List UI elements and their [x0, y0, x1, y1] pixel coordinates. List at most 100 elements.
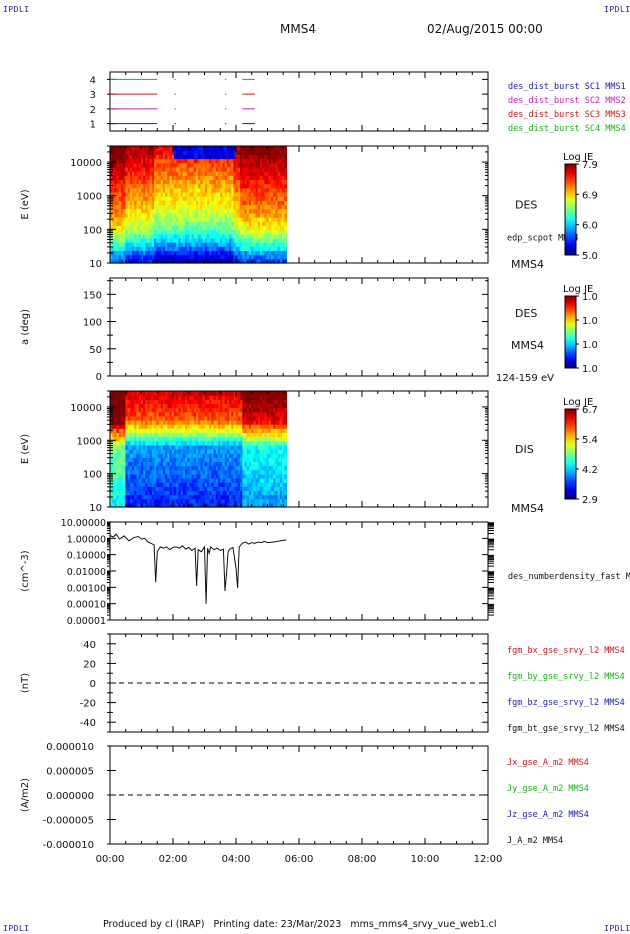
spectrogram-cell [112, 196, 116, 201]
spectrogram-cell [140, 204, 144, 210]
spectrogram-cell [202, 428, 206, 434]
spectrogram-cell [134, 428, 138, 434]
spectrogram-cell [248, 179, 252, 185]
spectrogram-cell [110, 187, 113, 193]
spectrogram-cell [118, 482, 122, 487]
spectrogram-cell [233, 403, 237, 409]
spectrogram-cell [180, 187, 184, 193]
spectrogram-cell [169, 490, 173, 496]
spectrogram-cell [151, 399, 155, 405]
spectrogram-cell [162, 175, 166, 181]
spectrogram-cell [140, 250, 144, 256]
spectrogram-cell [176, 469, 179, 475]
spectrogram-cell [112, 242, 116, 247]
spectrogram-cell [162, 399, 166, 405]
spectrogram-cell [284, 449, 287, 454]
spectrogram-cell [127, 229, 131, 235]
spectrogram-cell [116, 246, 120, 252]
spectrogram-cell [204, 254, 208, 260]
spectrogram-cell [140, 217, 144, 222]
spectrogram-cell [143, 444, 146, 450]
spectrogram-cell [207, 221, 210, 226]
spectrogram-cell [195, 166, 199, 172]
spectrogram-cell [204, 204, 208, 210]
spectrogram-cell [284, 436, 287, 442]
spectrogram-cell [138, 233, 142, 239]
spectrogram-cell [116, 158, 120, 164]
spectrogram-cell [237, 229, 241, 235]
spectrogram-cell [154, 237, 157, 243]
spectrogram-cell [151, 233, 155, 239]
spectrogram-cell [233, 432, 237, 438]
spectrogram-cell [116, 440, 120, 446]
spectrogram-cell [121, 212, 124, 218]
spectrogram-cell [118, 457, 122, 463]
spectrogram-cell [284, 229, 287, 235]
spectrogram-cell [277, 225, 281, 231]
spectrogram-cell [129, 478, 133, 483]
spectrogram-cell [244, 254, 248, 260]
spectrogram-cell [176, 175, 179, 181]
spectrogram-cell [266, 221, 270, 226]
spectrogram-cell [118, 420, 122, 425]
spectrogram-cell [279, 196, 283, 201]
spectrogram-cell [178, 469, 182, 475]
spectrogram-cell [240, 449, 243, 454]
spectrogram-cell [132, 233, 135, 239]
spectrogram-cell [240, 146, 243, 151]
spectrogram-cell [255, 225, 259, 231]
spectrogram-cell [200, 399, 204, 405]
spectrogram-cell [116, 154, 120, 160]
spectrogram-cell [231, 175, 235, 181]
spectrogram-cell [213, 221, 217, 226]
spectrogram-cell [173, 246, 177, 252]
spectrogram-cell [151, 175, 155, 181]
spectrogram-cell [218, 482, 221, 487]
spectrogram-cell [257, 453, 261, 458]
spectrogram-cell [180, 432, 184, 438]
spectrogram-cell [147, 217, 151, 222]
spectrogram-cell [244, 166, 248, 172]
spectrogram-cell [154, 221, 157, 226]
spectrogram-cell [266, 457, 270, 463]
spectrogram-cell [259, 208, 263, 214]
spectrogram-cell [114, 465, 118, 471]
spectrogram-cell [251, 461, 254, 467]
spectrogram-cell [279, 432, 283, 438]
spectrogram-cell [169, 217, 173, 222]
spectrogram-cell [257, 162, 261, 168]
spectrogram-cell [132, 399, 135, 405]
spectrogram-cell [213, 183, 217, 189]
spectrogram-cell [266, 399, 270, 405]
spectrogram-cell [259, 158, 263, 164]
spectrogram-cell [129, 424, 133, 429]
spectrogram-cell [270, 415, 274, 421]
spectrogram-cell [246, 179, 250, 185]
spectrogram-cell [198, 254, 202, 260]
spectrogram-cell [220, 217, 224, 222]
spectrogram-cell [140, 498, 144, 504]
spectrogram-cell [215, 478, 219, 483]
spectrogram-cell [167, 229, 171, 235]
spectrogram-cell [118, 246, 122, 252]
spectrogram-cell [173, 196, 177, 201]
spectrogram-cell [193, 436, 197, 442]
spectrogram-cell [284, 237, 287, 243]
spectrogram-cell [118, 175, 122, 181]
spectrogram-cell [187, 420, 190, 425]
spectrogram-cell [220, 461, 224, 467]
spectrogram-cell [231, 171, 235, 176]
spectrogram-cell [182, 187, 186, 193]
spectrogram-cell [169, 212, 173, 218]
spectrogram-cell [224, 403, 228, 409]
spectrogram-cell [235, 179, 239, 185]
spectrogram-cell [246, 478, 250, 483]
spectrogram-cell [266, 440, 270, 446]
spectrogram-cell [262, 191, 265, 197]
spectrogram-cell [147, 428, 151, 434]
spectrogram-cell [275, 221, 279, 226]
spectrogram-cell [121, 428, 124, 434]
spectrogram-cell [193, 473, 197, 479]
spectrogram-cell [277, 449, 281, 454]
spectrogram-cell [233, 391, 237, 396]
